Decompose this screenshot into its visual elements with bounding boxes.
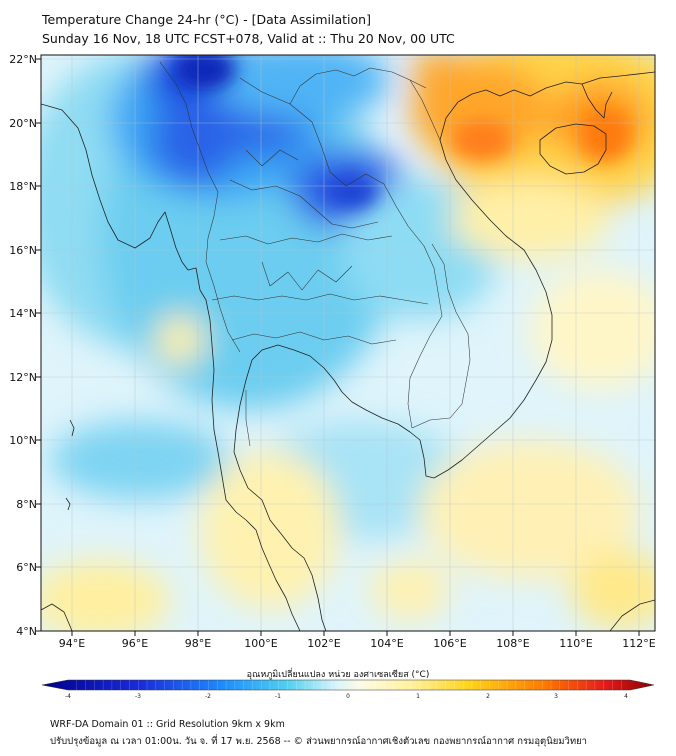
colorbar-tick: -2 [205,693,211,700]
colorbar-tick: -3 [135,693,141,700]
lat-label: 4°N [16,625,37,638]
colorbar-tick: 4 [624,693,628,700]
colorbar-tick: 2 [486,693,490,700]
lat-label: 6°N [16,561,37,574]
lon-label: 112°E [622,637,655,650]
lon-label: 100°E [244,637,277,650]
colorbar: -4 -3 -2 -1 0 1 2 3 4 [41,679,655,700]
lat-label: 14°N [9,307,37,320]
lat-label: 10°N [9,434,37,447]
lat-label: 22°N [9,53,37,66]
coastlines [41,71,655,631]
axis-ticks [36,58,640,636]
lon-label: 106°E [433,637,466,650]
colorbar-tick: -1 [275,693,281,700]
lon-label: 108°E [496,637,529,650]
map-frame [40,54,656,632]
colorbar-label: อุณหภูมิเปลี่ยนแปลง หน่วย องศาเซลเซียส (… [246,670,430,680]
footer-model-info: WRF-DA Domain 01 :: Grid Resolution 9km … [50,719,285,730]
lon-label: 104°E [370,637,403,650]
lat-label: 8°N [16,498,37,511]
boundaries [159,61,471,447]
colorbar-tick: 1 [416,693,420,700]
lon-label: 98°E [185,637,211,650]
lon-label: 96°E [122,637,148,650]
map-subtitle: Sunday 16 Nov, 18 UTC FCST+078, Valid at… [42,31,455,46]
temperature-change-map[interactable]: 22°N 20°N 18°N 16°N 14°N 12°N 10°N 8°N 6… [0,0,676,700]
colorbar-tick: -4 [65,693,71,700]
latitude-labels: 22°N 20°N 18°N 16°N 14°N 12°N 10°N 8°N 6… [9,53,37,638]
lat-label: 12°N [9,371,37,384]
map-container: 22°N 20°N 18°N 16°N 14°N 12°N 10°N 8°N 6… [0,0,676,700]
colorbar-tick: 0 [346,693,350,700]
map-gridlines [41,55,655,631]
lat-label: 16°N [9,244,37,257]
longitude-labels: 94°E 96°E 98°E 100°E 102°E 104°E 106°E 1… [59,637,656,650]
lat-label: 18°N [9,180,37,193]
temperature-field [41,55,655,631]
lon-label: 102°E [307,637,340,650]
colorbar-tick: 3 [554,693,558,700]
lon-label: 94°E [59,637,85,650]
colorbar-ramp [41,679,655,691]
lat-label: 20°N [9,117,37,130]
lon-label: 110°E [559,637,592,650]
footer-credit: ปรับปรุงข้อมูล ณ เวลา 01:00น. วัน จ. ที่… [50,736,588,747]
map-title: Temperature Change 24-hr (°C) - [Data As… [42,12,371,27]
